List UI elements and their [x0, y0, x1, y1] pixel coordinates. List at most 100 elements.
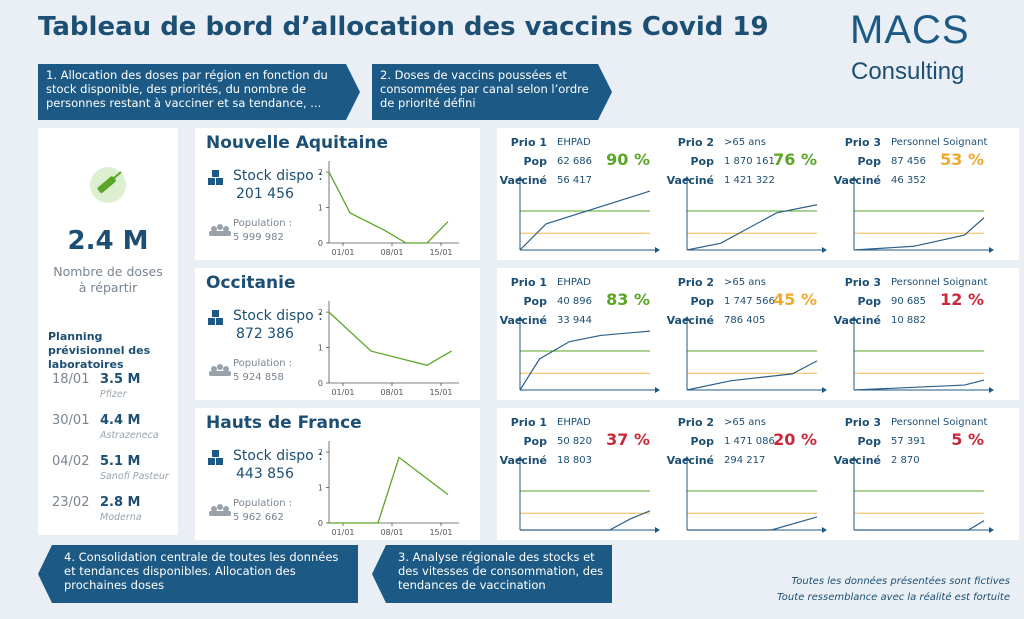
prio-label: Prio 2: [677, 136, 714, 149]
delivery-lab: Pfizer: [100, 389, 127, 400]
axis-arrow: [989, 527, 994, 533]
vaccinated-value: 294 217: [724, 455, 766, 466]
delivery-amount: 2.8 M: [100, 495, 141, 510]
vaccinated-value: 10 882: [891, 315, 926, 326]
prio-label: Prio 3: [844, 416, 881, 429]
delivery-amount: 3.5 M: [100, 372, 141, 387]
region-name: Occitanie: [206, 273, 296, 293]
y-tick-label: 0: [318, 379, 323, 388]
vaccination-line: [520, 510, 651, 531]
pop-value: 1 471 086: [724, 436, 775, 447]
stock-value: 443 856: [236, 466, 294, 482]
syringe-needle: [113, 171, 122, 179]
vaccination-rate: 83 %: [606, 290, 650, 309]
x-tick-label: 01/01: [331, 528, 354, 537]
vaccinated-label: Vacciné: [833, 454, 881, 467]
delivery-date: 23/02: [52, 495, 90, 510]
vaccination-rate: 76 %: [773, 150, 817, 169]
pop-label: Pop: [857, 155, 882, 168]
pop-value: 90 685: [891, 296, 926, 307]
vaccination-line: [853, 379, 985, 391]
pop-label: Pop: [857, 435, 882, 448]
y-tick-label: 2: [318, 308, 323, 317]
pop-label: Pop: [690, 435, 715, 448]
step-banner: 1. Allocation des doses par région en fo…: [38, 64, 360, 120]
step-banner: 2. Doses de vaccins poussées et consommé…: [372, 64, 612, 120]
vaccination-rate: 90 %: [606, 150, 650, 169]
delivery-amount: 4.4 M: [100, 413, 141, 428]
panel: [497, 128, 1019, 260]
vaccinated-value: 2 870: [891, 455, 920, 466]
stock-value: 872 386: [236, 326, 294, 342]
axis-arrow: [517, 456, 523, 461]
y-tick-label: 2: [318, 168, 323, 177]
y-tick-label: 0: [318, 239, 323, 248]
stock-icon: [208, 318, 215, 325]
y-tick-label: 2: [318, 448, 323, 457]
y-tick-label: 1: [318, 344, 323, 353]
delivery-date: 04/02: [52, 454, 90, 469]
y-tick-label: 0: [318, 519, 323, 528]
region-name: Hauts de France: [206, 413, 362, 433]
vaccination-rate: 5 %: [951, 430, 984, 449]
population-icon: [209, 231, 231, 236]
vaccination-rate: 12 %: [940, 290, 984, 309]
stock-icon: [208, 178, 215, 185]
group: Personnel Soignant: [891, 137, 988, 148]
axis-arrow: [684, 176, 690, 181]
vaccinated-value: 56 417: [557, 175, 592, 186]
total-label: Nombre de doses à répartir: [53, 264, 163, 295]
panel: [497, 408, 1019, 540]
prio-label: Prio 2: [677, 416, 714, 429]
axis-arrow: [517, 176, 523, 181]
pop-value: 57 391: [891, 436, 926, 447]
x-tick-label: 15/01: [429, 248, 452, 257]
y-tick-label: 1: [318, 204, 323, 213]
pop-label: Pop: [523, 435, 548, 448]
pop-label: Pop: [857, 295, 882, 308]
vaccinated-label: Vacciné: [833, 174, 881, 187]
pop-value: 1 747 566: [724, 296, 775, 307]
pop-label: Pop: [690, 295, 715, 308]
panel: [195, 408, 480, 540]
stock-value: 201 456: [236, 186, 294, 202]
logo-tagline: Consulting: [851, 58, 965, 85]
delivery-date: 18/01: [52, 372, 90, 387]
group: EHPAD: [557, 137, 591, 148]
population-icon: [223, 506, 229, 512]
prio-label: Prio 1: [510, 416, 547, 429]
prio-label: Prio 1: [510, 136, 547, 149]
vaccinated-label: Vacciné: [666, 174, 714, 187]
population-icon: [217, 224, 223, 230]
prio-label: Prio 2: [677, 276, 714, 289]
vaccinated-value: 1 421 322: [724, 175, 775, 186]
population-label: Population :: [233, 358, 293, 369]
stock-line: [328, 311, 452, 366]
pop-value: 50 820: [557, 436, 592, 447]
population-icon: [211, 226, 217, 232]
axis-arrow: [684, 316, 690, 321]
axis-arrow: [822, 247, 827, 253]
pop-value: 87 456: [891, 156, 926, 167]
vaccinated-label: Vacciné: [666, 454, 714, 467]
stock-line: [329, 456, 449, 524]
pop-value: 1 870 161: [724, 156, 775, 167]
prio-label: Prio 1: [510, 276, 547, 289]
region-name: Nouvelle Aquitaine: [206, 133, 389, 153]
axis-arrow: [655, 527, 660, 533]
logo-brand: MACS: [850, 8, 970, 52]
population-icon: [211, 506, 217, 512]
axis-arrow: [989, 387, 994, 393]
vaccination-line: [519, 330, 651, 391]
population-icon: [209, 371, 231, 376]
axis-arrow: [684, 456, 690, 461]
stock-icon: [208, 458, 215, 465]
axis-arrow: [851, 456, 857, 461]
pop-value: 62 686: [557, 156, 592, 167]
population-icon: [209, 511, 231, 516]
population-label: Population :: [233, 498, 293, 509]
delivery-date: 30/01: [52, 413, 90, 428]
prio-label: Prio 3: [844, 136, 881, 149]
x-tick-label: 01/01: [331, 388, 354, 397]
